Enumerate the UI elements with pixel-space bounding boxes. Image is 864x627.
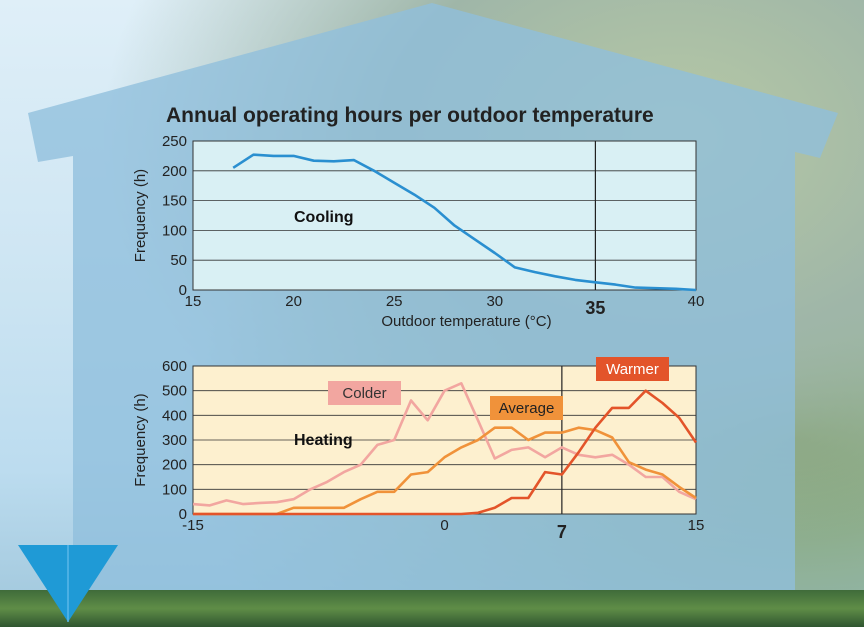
x-tick-label: 15	[185, 293, 202, 310]
x-tick-label: 25	[386, 293, 403, 310]
y-axis-label: Frequency (h)	[132, 169, 149, 262]
y-axis-label: Frequency (h)	[132, 393, 149, 486]
legend-box-warmer	[596, 357, 669, 381]
y-tick-label: 50	[170, 252, 187, 269]
x-tick-label: 15	[688, 517, 705, 534]
series-line-warmer	[193, 389, 698, 516]
legend-box-average	[490, 396, 563, 420]
y-tick-label: 150	[162, 193, 187, 210]
y-tick-label: 200	[162, 163, 187, 180]
y-tick-label: 200	[162, 457, 187, 474]
legend-label-average: Average	[499, 400, 555, 417]
y-tick-label: 0	[179, 506, 187, 523]
legend-label-colder: Colder	[342, 385, 386, 402]
threshold-label: 35	[585, 298, 605, 318]
x-tick-label: 30	[486, 293, 503, 310]
threshold-label: 7	[557, 522, 567, 542]
chart-label: Cooling	[294, 209, 354, 226]
y-tick-label: 400	[162, 407, 187, 424]
legend-label-warmer: Warmer	[606, 361, 659, 378]
x-tick-label: -15	[182, 517, 204, 534]
y-tick-label: 300	[162, 432, 187, 449]
x-tick-label: 20	[285, 293, 302, 310]
y-tick-label: 100	[162, 222, 187, 239]
y-tick-label: 100	[162, 481, 187, 498]
ground-foliage	[0, 590, 864, 627]
legend-box-colder	[328, 381, 401, 405]
x-tick-label: 40	[688, 293, 705, 310]
x-tick-label: 0	[440, 517, 448, 534]
chart-label: Heating	[294, 432, 353, 449]
x-axis-label: Outdoor temperature (°C)	[381, 313, 551, 330]
y-tick-label: 250	[162, 133, 187, 150]
y-tick-label: 500	[162, 383, 187, 400]
y-tick-label: 600	[162, 358, 187, 375]
series-line-cooling	[232, 153, 697, 292]
cooling-chart: 250 200 150 100 50 015 20 25 30 40 35 Frequency (h)…	[132, 133, 704, 330]
series-line-colder	[192, 381, 697, 507]
y-tick-label: 0	[179, 282, 187, 299]
page-title: Annual operating hours per outdoor tempe…	[166, 104, 654, 127]
